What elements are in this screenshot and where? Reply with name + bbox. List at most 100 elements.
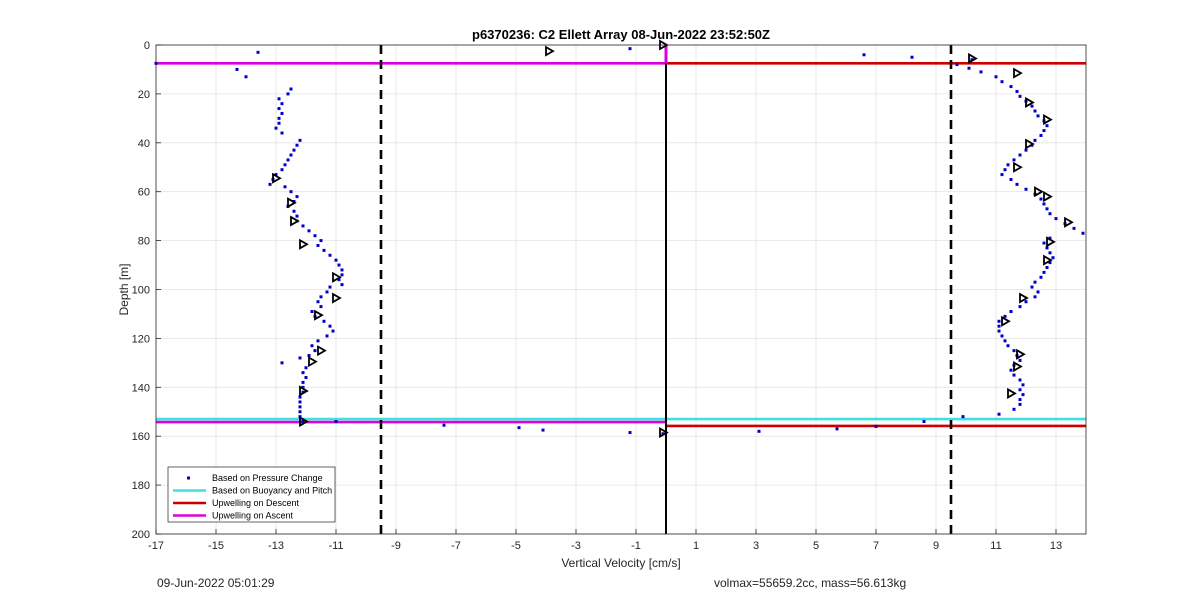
data-point [1018,358,1022,362]
data-point [325,334,329,338]
data-point [319,305,323,309]
data-point [1024,300,1028,304]
data-point [1048,261,1052,265]
x-tick-label: -9 [391,540,401,552]
x-tick-label: 3 [753,540,759,552]
data-point [340,283,344,287]
y-tick-label: 180 [132,480,150,492]
triangle-marker [314,309,324,321]
data-point [997,319,1001,323]
triangle-marker [1007,387,1017,399]
data-point [298,400,302,404]
triangle-marker [332,292,342,304]
data-point [313,234,317,238]
x-axis-label: Vertical Velocity [cm/s] [561,556,680,570]
data-point [337,263,341,267]
data-point [316,243,320,247]
data-point [286,158,290,162]
data-point [541,428,545,432]
x-tick-label: 5 [813,540,819,552]
data-point [325,290,329,294]
data-point [1033,280,1037,284]
triangle-marker [1013,161,1023,173]
x-tick-label: -1 [631,540,641,552]
data-point [1048,236,1052,240]
data-point [1012,407,1016,411]
x-tick-label: -17 [148,540,164,552]
triangle-marker [272,172,282,184]
data-point [301,385,305,389]
data-point [994,75,998,79]
triangle-marker [1013,360,1023,373]
data-point [337,278,341,282]
data-point [295,143,299,147]
data-point [298,356,302,360]
data-point [292,209,296,213]
data-point [280,168,284,172]
data-point [1003,168,1007,172]
data-point [286,92,290,96]
data-point [283,185,287,189]
y-tick-label: 120 [132,333,150,345]
data-point [1012,373,1016,377]
data-point [1006,344,1010,348]
data-point [628,431,632,435]
data-point [955,63,959,67]
data-point [1012,158,1016,162]
data-point [1054,217,1058,221]
data-point [1018,305,1022,309]
data-point [1039,275,1043,279]
y-tick-label: 80 [138,236,150,248]
legend-label: Based on Buoyancy and Pitch [212,486,332,496]
data-point [277,97,281,101]
data-point [1039,197,1043,201]
data-point [1024,187,1028,191]
data-point [1024,148,1028,152]
y-tick-label: 100 [132,285,150,297]
y-tick-label: 40 [138,138,150,150]
data-point [277,121,281,125]
y-tick-label: 0 [144,40,150,52]
data-point [1030,285,1034,289]
x-tick-label: -11 [328,540,343,552]
data-point [1018,402,1022,406]
data-point [295,195,299,199]
data-point [1009,85,1013,89]
data-point [310,310,314,314]
chart-title: p6370236: C2 Ellett Array 08-Jun-2022 23… [472,27,770,42]
data-point [1018,378,1022,382]
data-point [307,354,311,358]
data-point [967,66,971,70]
x-tick-label: -3 [571,540,581,552]
triangle-marker [290,215,300,227]
data-point [277,116,281,120]
data-point [1003,339,1007,343]
data-point [268,182,272,186]
data-point [340,273,344,277]
data-point [1018,153,1022,157]
triangle-marker [1034,186,1044,198]
data-point [1048,212,1052,216]
footer-timestamp: 09-Jun-2022 05:01:29 [157,576,275,590]
data-point [328,285,332,289]
triangle-marker [968,52,978,64]
data-point [316,300,320,304]
y-tick-label: 140 [132,382,150,394]
data-point [310,344,314,348]
x-tick-label: 1 [693,540,699,552]
grid [155,44,1086,535]
data-point [1009,310,1013,314]
data-point [1042,129,1046,133]
data-point [997,324,1001,328]
legend-label: Upwelling on Ascent [212,511,294,521]
triangle-marker [1025,138,1035,150]
data-point [1018,388,1022,392]
legend: Based on Pressure Change Based on Buoyanc… [167,466,336,523]
data-point [1030,104,1034,108]
data-point [1072,226,1076,230]
triangle-marker [317,345,327,357]
triangle-marker [1016,348,1026,360]
data-point [334,258,338,262]
triangle-marker [1046,236,1056,248]
data-point [289,190,293,194]
